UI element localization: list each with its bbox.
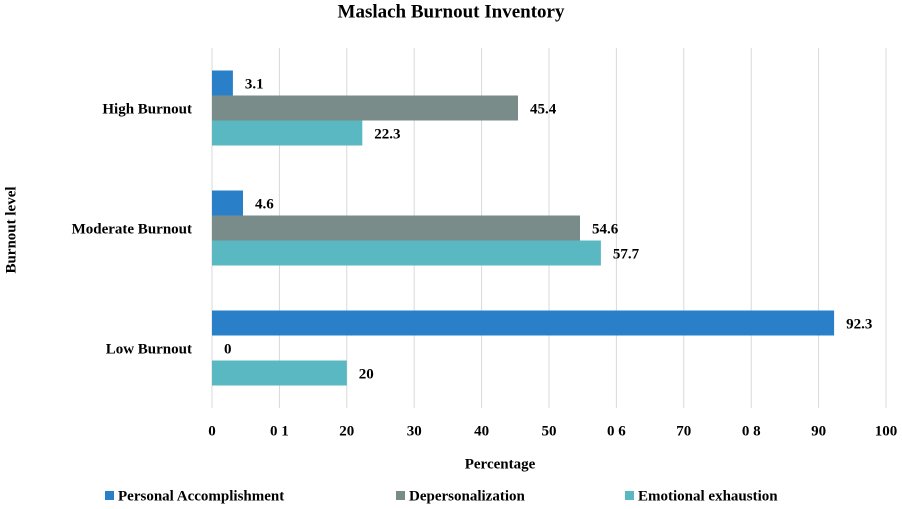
y-tick-label: High Burnout [102,101,192,117]
x-axis-title: Percentage [465,456,536,472]
data-label: 0 [224,341,232,357]
bar [212,70,233,96]
x-tick-label: 0 1 [270,423,289,439]
y-axis-title: Burnout level [3,186,19,273]
x-tick-label: 20 [339,423,354,439]
data-label: 45.4 [530,101,557,117]
x-tick-label: 0 6 [607,423,626,439]
legend-label: Personal Accomplishment [118,488,284,504]
bar [212,95,518,121]
x-tick-label: 0 [208,423,216,439]
legend-label: Depersonalization [409,488,525,504]
y-tick-label: Moderate Burnout [72,221,192,237]
chart-title: Maslach Burnout Inventory [338,1,565,22]
legend-swatch [396,491,405,500]
legend-swatch [625,491,634,500]
bar [212,215,581,241]
data-label: 54.6 [592,221,619,237]
data-label: 20 [359,366,374,382]
data-label: 57.7 [613,246,640,262]
y-tick-label: Low Burnout [106,341,192,357]
bar [212,190,244,216]
x-tick-label: 90 [811,423,826,439]
bar [212,360,347,386]
bar [212,240,601,266]
x-tick-label: 0 8 [742,423,761,439]
x-tick-label: 50 [542,423,557,439]
legend-swatch [105,491,114,500]
x-tick-label: 30 [407,423,422,439]
data-label: 22.3 [374,126,400,142]
x-tick-label: 70 [676,423,691,439]
data-label: 3.1 [245,76,264,92]
data-label: 92.3 [846,316,872,332]
data-label: 4.6 [255,196,274,212]
legend-label: Emotional exhaustion [638,488,778,504]
bar [212,120,363,146]
x-tick-label: 100 [875,423,898,439]
x-tick-label: 40 [474,423,489,439]
bar [212,310,835,336]
